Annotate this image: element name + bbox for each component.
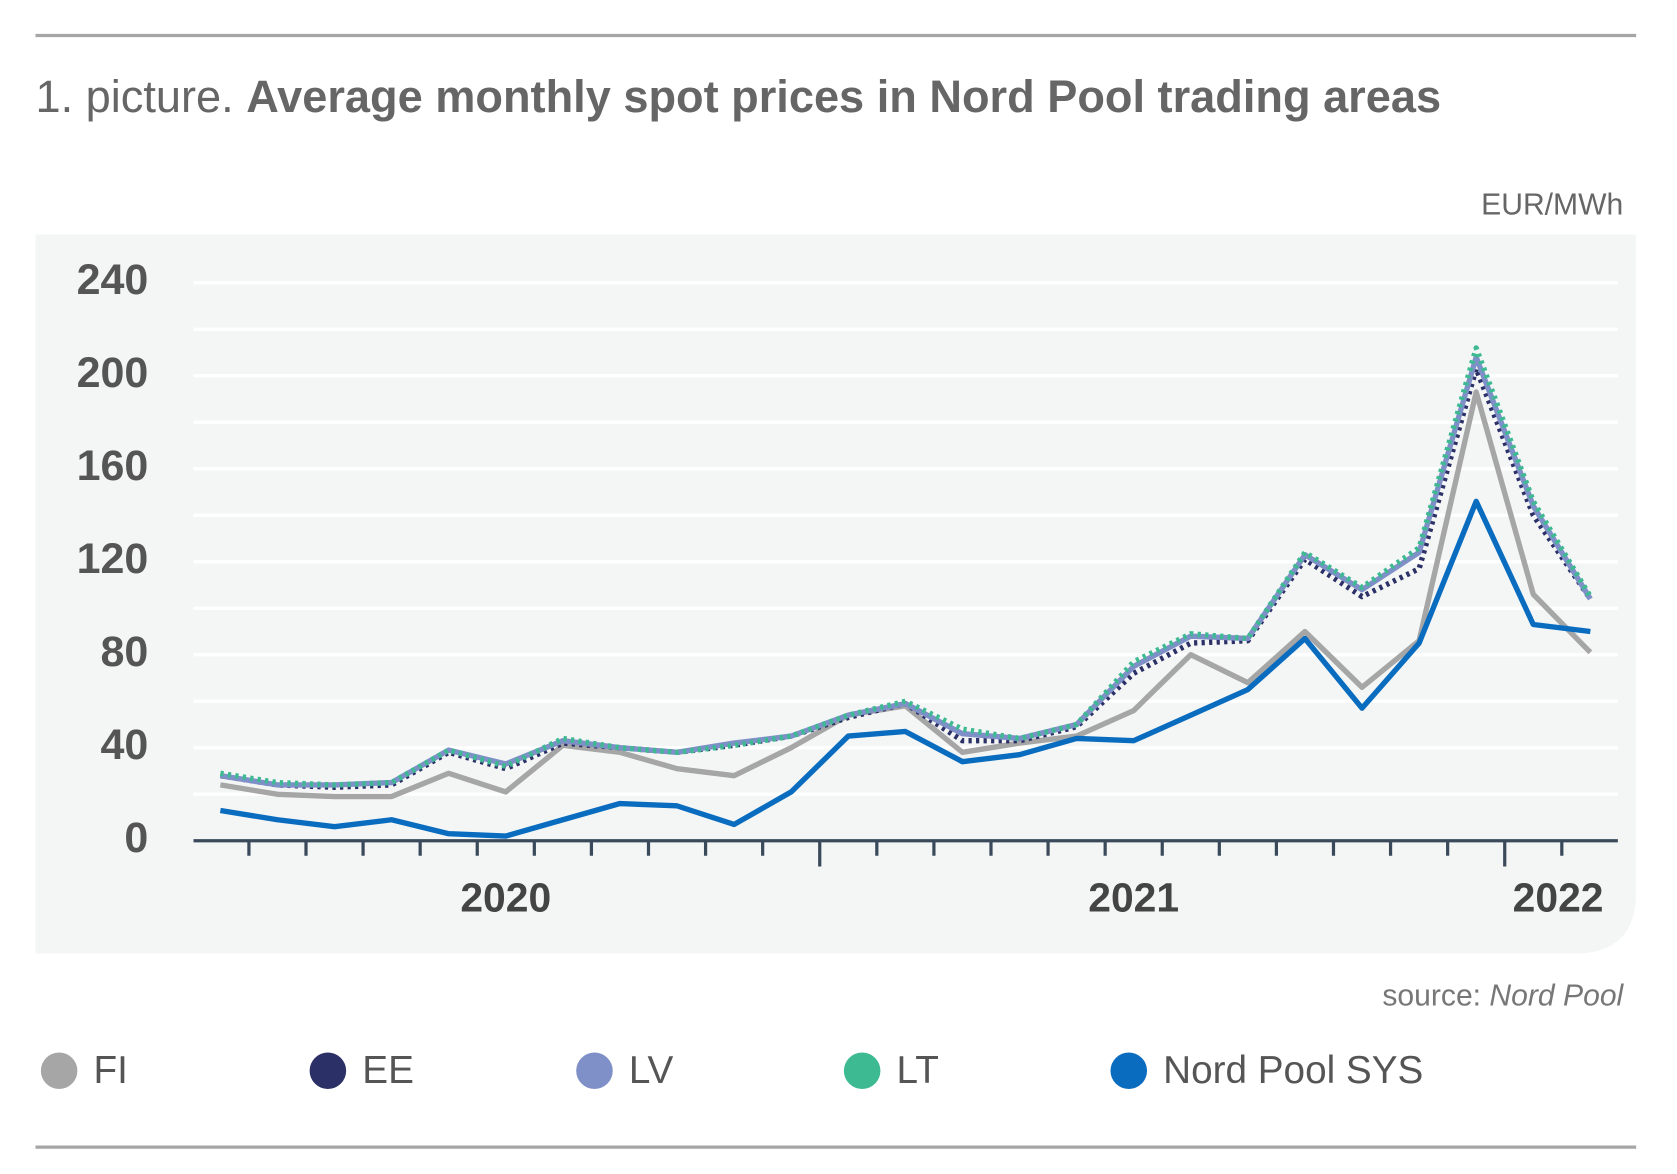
- title-prefix: 1. picture.: [35, 71, 233, 122]
- x-tick-label: 2021: [1088, 875, 1179, 921]
- plot-background: [35, 234, 1637, 954]
- unit-label: EUR/MWh: [1481, 188, 1623, 221]
- y-tick-label: 200: [77, 349, 149, 397]
- source-name: Nord Pool: [1489, 980, 1624, 1013]
- series-line: [219, 345, 1593, 788]
- legend-marker: [40, 1052, 78, 1090]
- plot: [219, 345, 1593, 839]
- source: source: Nord Pool: [1382, 980, 1624, 1013]
- series-line: [219, 498, 1591, 839]
- legend-label: LV: [629, 1049, 674, 1092]
- y-tick-label: 160: [77, 442, 149, 490]
- y-tick-label: 40: [101, 721, 149, 769]
- legend-marker: [1110, 1052, 1148, 1090]
- legend-label: Nord Pool SYS: [1163, 1049, 1423, 1092]
- legend-marker: [843, 1052, 881, 1090]
- source-label: source:: [1382, 980, 1481, 1013]
- x-tick-label: 2022: [1513, 875, 1604, 921]
- y-tick-label: 240: [77, 256, 149, 304]
- chart-title: 1. picture. Average monthly spot prices …: [35, 71, 1441, 122]
- grid: 0 40 80 120 160 200 240 2020 2021 2022: [77, 256, 1618, 921]
- title-main: Average monthly spot prices in Nord Pool…: [246, 71, 1441, 122]
- legend-label: LT: [897, 1049, 939, 1092]
- legend-marker: [309, 1052, 347, 1090]
- legend-marker: [576, 1052, 613, 1090]
- y-tick-label: 120: [77, 535, 149, 583]
- y-tick-label: 80: [101, 628, 149, 676]
- legend-label: FI: [94, 1049, 128, 1092]
- x-tick-label: 2020: [460, 875, 551, 921]
- y-tick-label: 0: [124, 814, 148, 862]
- legend-label: EE: [362, 1049, 414, 1092]
